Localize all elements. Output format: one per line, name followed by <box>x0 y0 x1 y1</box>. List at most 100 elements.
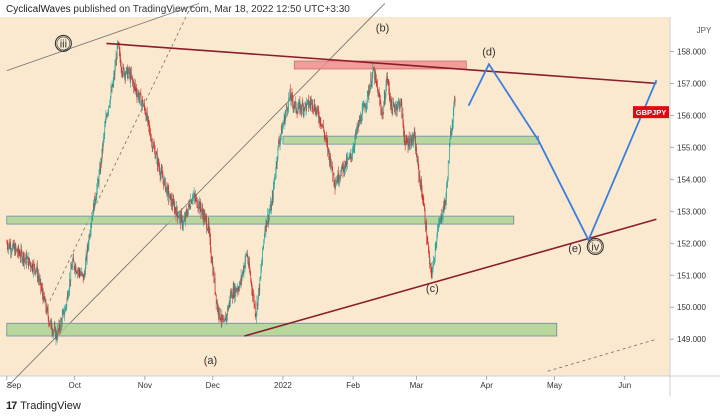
candle-body <box>155 157 157 159</box>
candle-body <box>63 310 64 313</box>
publisher-name[interactable]: CyclicalWaves <box>6 4 71 15</box>
candle <box>285 109 287 121</box>
candle <box>155 150 157 165</box>
candle-body <box>137 94 138 97</box>
y-tick-label: 153.000 <box>677 207 706 216</box>
candle <box>150 138 152 143</box>
candle <box>142 95 144 111</box>
candle <box>136 87 138 104</box>
candle <box>141 100 142 113</box>
candle-body <box>67 294 69 298</box>
candle-body <box>110 90 112 97</box>
candle-body <box>316 110 318 113</box>
candle-body <box>355 133 357 135</box>
candle-body <box>43 292 45 299</box>
candle-body <box>59 323 60 329</box>
candle <box>29 257 30 265</box>
candle-body <box>254 304 256 306</box>
candle-body <box>388 81 390 89</box>
candle-body <box>86 246 88 259</box>
candle-body <box>123 68 125 76</box>
candle-body <box>419 175 421 182</box>
candle-body <box>101 159 102 162</box>
candle-body <box>444 199 446 203</box>
candle <box>429 257 431 267</box>
candle <box>22 256 24 266</box>
candle <box>322 123 323 129</box>
price-axis[interactable] <box>670 17 720 376</box>
candle-body <box>43 292 44 302</box>
candle-body <box>241 275 243 279</box>
candle <box>110 83 112 100</box>
candle <box>185 210 187 227</box>
candle <box>184 211 185 222</box>
candle <box>450 125 451 140</box>
candle-body <box>227 308 229 310</box>
candle-body <box>381 108 382 114</box>
candle <box>441 209 442 225</box>
candle <box>357 119 359 128</box>
candle-body <box>437 227 439 231</box>
candle-body <box>294 102 296 107</box>
candle-body <box>343 163 345 173</box>
candle-body <box>15 245 17 250</box>
candle <box>176 201 177 217</box>
y-tick-label: 158.000 <box>677 47 706 56</box>
candle-body <box>19 253 21 257</box>
candle-body <box>364 104 365 107</box>
candle-body <box>277 159 278 164</box>
candle-body <box>391 108 393 114</box>
candle <box>123 63 124 71</box>
candle <box>432 261 434 273</box>
candle-body <box>20 256 21 258</box>
candle <box>141 99 143 105</box>
candle <box>219 307 220 321</box>
candle <box>280 125 282 141</box>
candle-body <box>395 105 397 108</box>
candle-body <box>339 176 340 181</box>
candle-body <box>233 288 235 297</box>
candle <box>72 258 73 271</box>
candle-body <box>196 197 197 199</box>
time-axis[interactable] <box>0 376 670 396</box>
support-zone-1 <box>6 215 515 225</box>
candle-body <box>141 100 143 103</box>
candle <box>166 182 168 198</box>
candle <box>244 264 245 269</box>
candle <box>250 278 252 287</box>
candle-body <box>366 103 368 107</box>
candle <box>407 137 409 154</box>
candle-body <box>162 177 164 180</box>
candle-body <box>278 141 280 143</box>
candle <box>34 268 36 274</box>
candle-body <box>229 300 231 303</box>
candle-body <box>313 108 314 110</box>
candle-body <box>131 72 132 78</box>
candle-body <box>223 321 225 322</box>
candle <box>96 183 98 202</box>
candle <box>418 163 420 183</box>
candle <box>333 172 335 187</box>
candle <box>165 187 167 193</box>
candle-body <box>351 154 353 159</box>
candle-body <box>386 78 388 80</box>
candle <box>234 283 236 299</box>
candle <box>306 97 308 115</box>
candle-body <box>288 97 290 99</box>
candle <box>205 215 207 224</box>
candle <box>452 119 454 131</box>
candle-body <box>341 164 343 170</box>
tradingview-brand[interactable]: 17 TradingView <box>6 400 81 412</box>
plot-background[interactable] <box>0 17 670 376</box>
candle-body <box>12 242 14 246</box>
candle <box>136 84 137 98</box>
candle-body <box>327 142 329 151</box>
candle-body <box>412 133 413 145</box>
candle <box>261 257 263 266</box>
candle-body <box>220 318 222 321</box>
candle-body <box>244 261 246 268</box>
candle-body <box>152 140 153 149</box>
candle <box>284 110 286 126</box>
candle-body <box>427 243 429 245</box>
